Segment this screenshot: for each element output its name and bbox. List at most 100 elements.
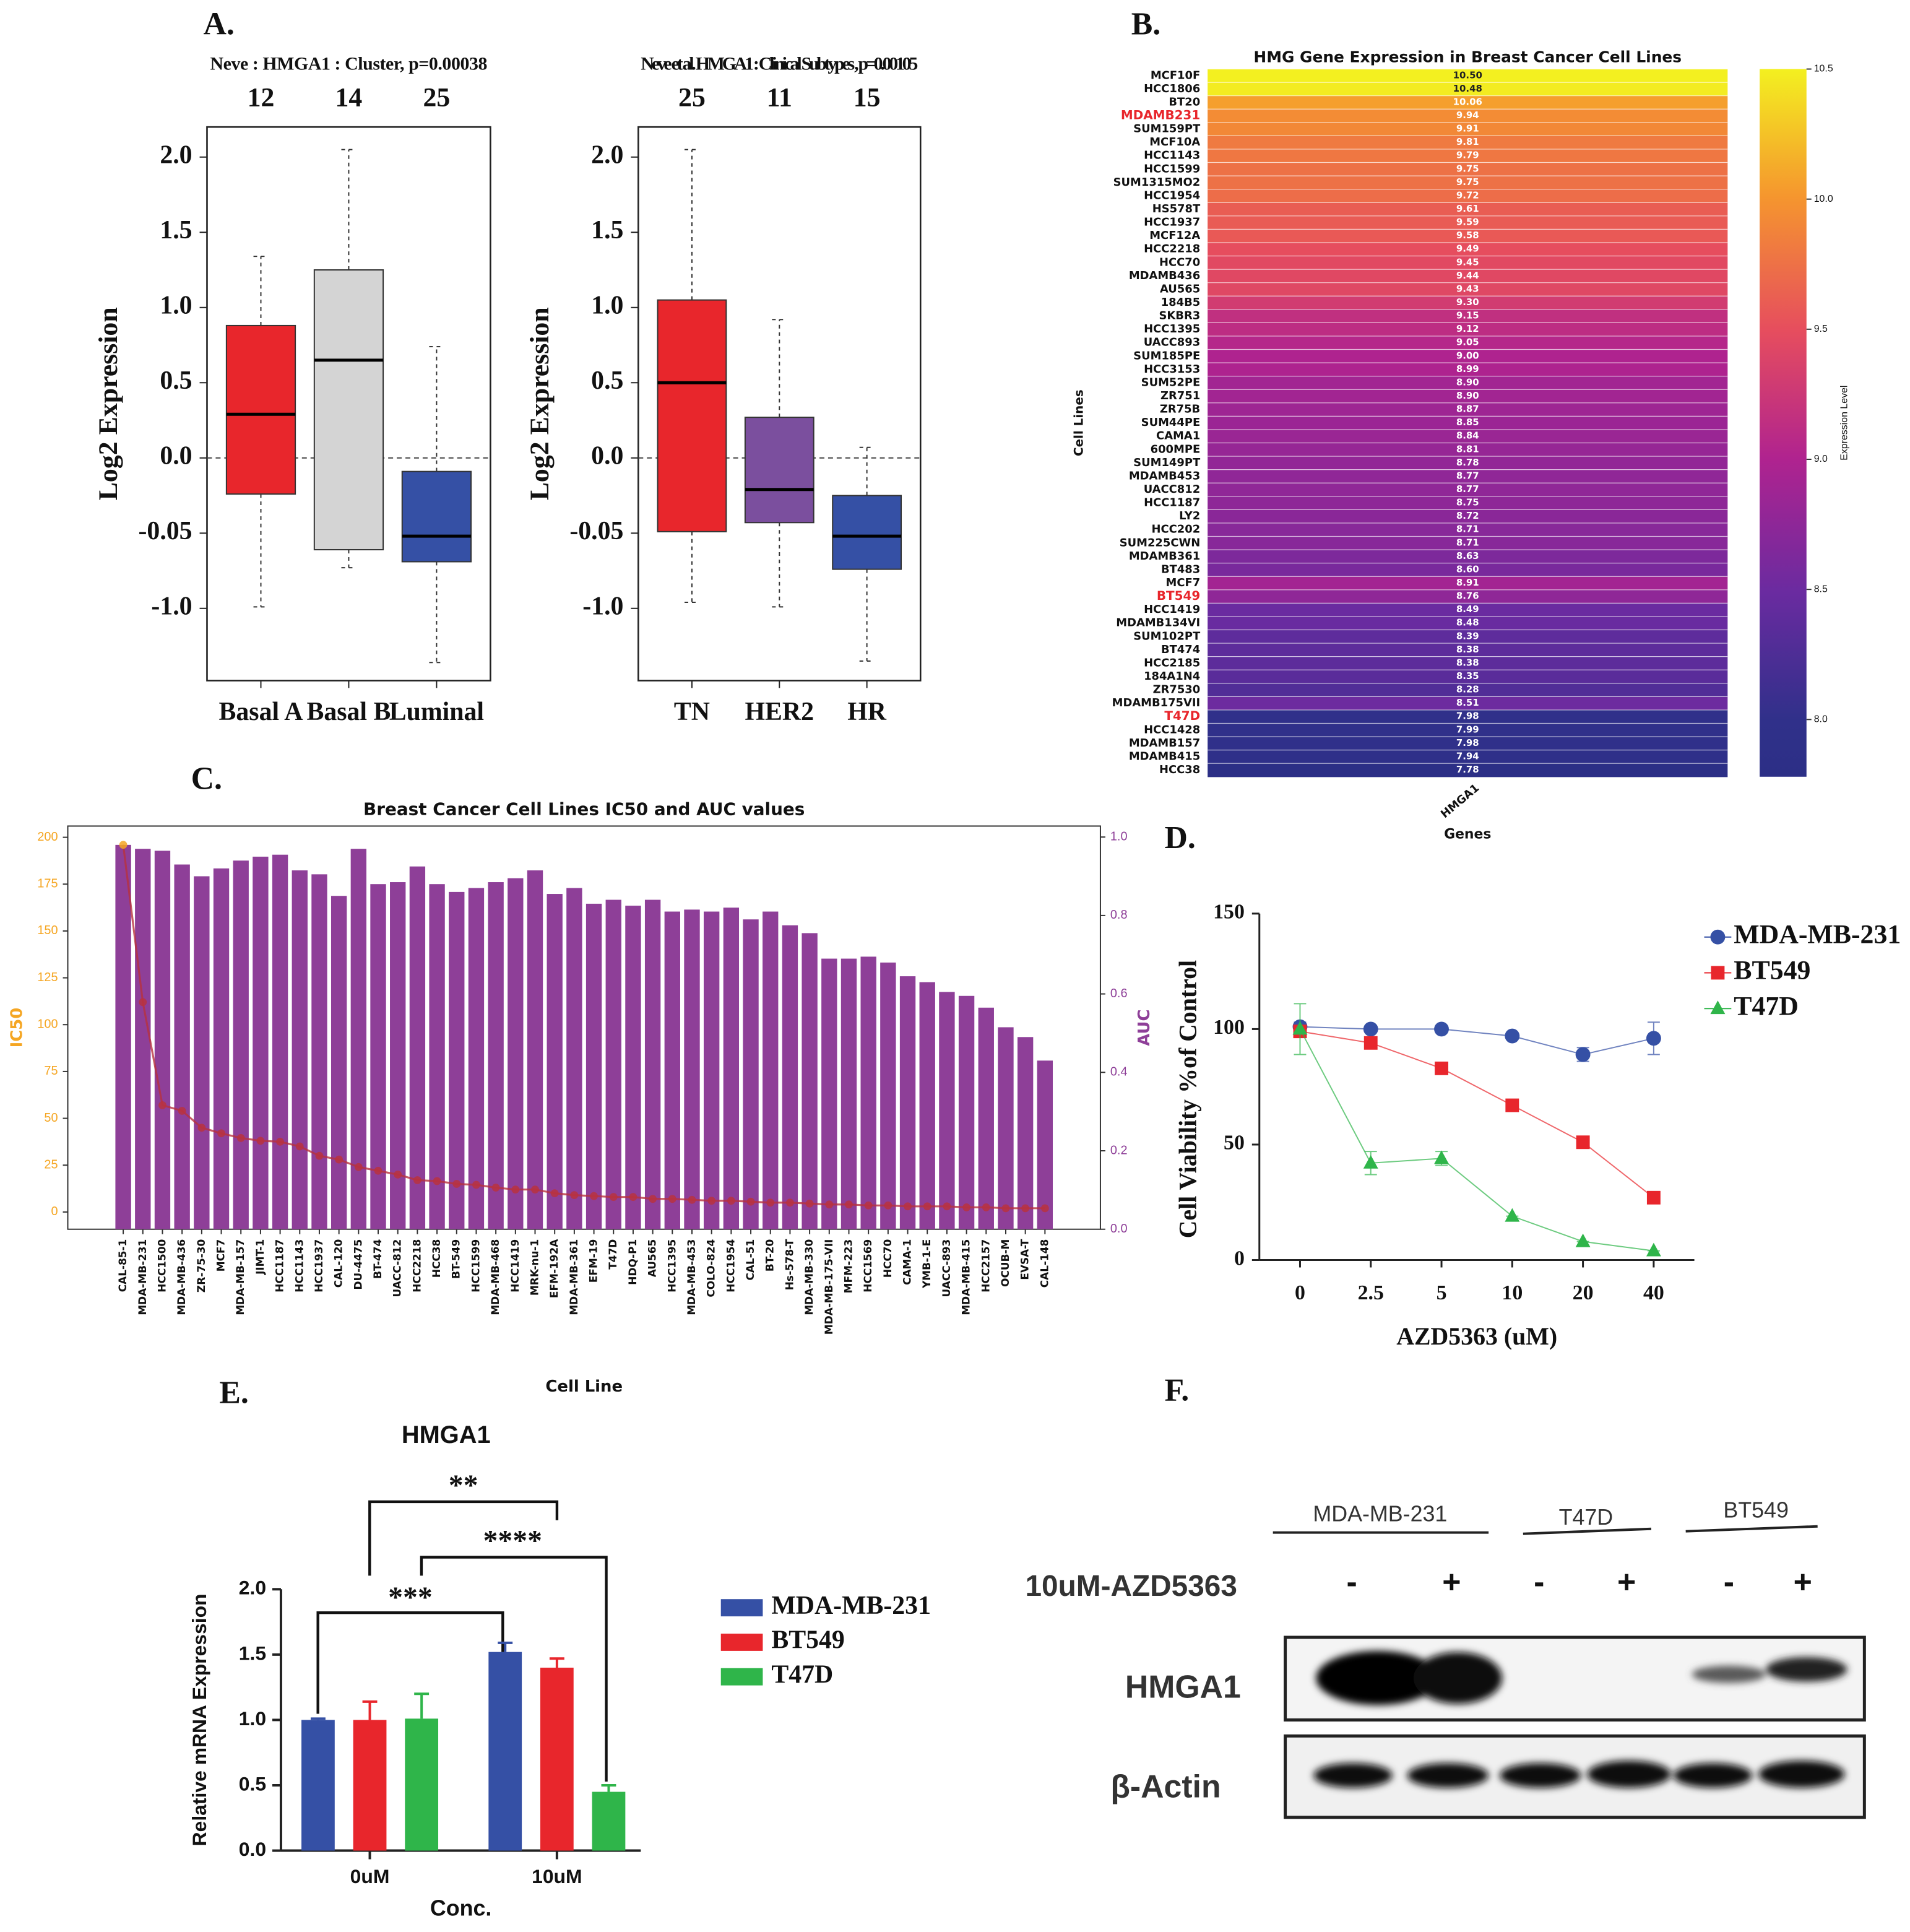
line-marker [433, 1177, 441, 1185]
cell-value: 9.15 [1456, 310, 1479, 321]
line-marker [1040, 1204, 1049, 1213]
line-marker [629, 1193, 637, 1202]
cell-value: 8.48 [1456, 617, 1479, 628]
box [225, 324, 296, 495]
cell-value: 9.91 [1456, 123, 1479, 134]
y-axis-label: Cell Lines [1072, 389, 1086, 456]
x-tick-label: CAMA-1 [901, 1239, 914, 1285]
lower-whisker [859, 569, 875, 662]
bar [919, 982, 935, 1229]
heatmap-cell [1208, 709, 1728, 724]
y-tick-label: 75 [44, 1064, 58, 1078]
y-tick-label: 0.5 [160, 366, 192, 395]
bar [664, 911, 680, 1229]
heatmap-cell [1208, 670, 1728, 684]
legend-label: T47D [1734, 991, 1799, 1021]
heatmap-cell [1208, 82, 1728, 97]
cell-value: 8.90 [1456, 390, 1479, 401]
cell-value: 9.05 [1456, 337, 1479, 348]
y-tick-label: 175 [37, 877, 58, 891]
heatmap-cell [1208, 389, 1728, 404]
bar [625, 906, 641, 1229]
row-label: HCC1395 [1144, 323, 1200, 336]
marker [1575, 1233, 1591, 1247]
count-label: 25 [423, 82, 451, 112]
row-label: HCC38 [1159, 763, 1200, 776]
y-tick-label: 200 [37, 830, 58, 844]
x-tick-label: BT-20 [764, 1239, 776, 1271]
x-tick-label: Hs-578-T [783, 1239, 795, 1290]
x-tick-label: EFM-19 [587, 1239, 600, 1283]
panel-label: F. [1164, 1372, 1189, 1408]
row-label: MDAMB361 [1129, 550, 1200, 563]
heatmap-cell [1208, 429, 1728, 444]
line-marker [452, 1180, 461, 1188]
cell-value: 9.30 [1456, 297, 1479, 308]
x-tick-label: HCC1599 [469, 1239, 482, 1293]
bar [998, 1027, 1014, 1229]
row-label: MDAMB231 [1121, 108, 1200, 123]
bar [1037, 1060, 1053, 1229]
band [1766, 1657, 1847, 1682]
line-marker [119, 841, 127, 849]
x-tick-label: MDA-MB-453 [685, 1239, 698, 1315]
row-label: HCC1954 [1144, 189, 1200, 202]
lane-label: - [1724, 1564, 1734, 1600]
y-tick-label: -0.05 [569, 517, 623, 545]
band [1316, 1650, 1440, 1705]
y-tick-label: 1.5 [239, 1642, 266, 1664]
legend-swatch [720, 1668, 763, 1686]
heatmap-cell [1208, 656, 1728, 670]
row-label: SUM185PE [1133, 349, 1200, 362]
bar [860, 956, 876, 1229]
line-marker [315, 1151, 324, 1160]
row-label: SUM159PT [1133, 123, 1201, 136]
line-marker [982, 1203, 990, 1211]
cell-value: 9.75 [1456, 163, 1479, 174]
row-label: BT483 [1161, 563, 1200, 576]
cell-value: 8.72 [1456, 510, 1479, 521]
x-tick-label: BT-474 [371, 1239, 384, 1279]
bar [605, 899, 621, 1229]
x-tick-label: MDA-MB-468 [489, 1239, 501, 1315]
x-tick-label: HCC2157 [979, 1239, 992, 1293]
row-label: MCF10F [1151, 69, 1200, 82]
heatmap-cell [1208, 69, 1728, 83]
row-label: MDAMB157 [1129, 737, 1200, 750]
error-bar [549, 1657, 564, 1668]
y2-tick-label: 0.0 [1110, 1222, 1128, 1236]
heatmap-cell [1208, 603, 1728, 617]
bar [821, 958, 837, 1229]
cell-value: 8.71 [1456, 524, 1479, 535]
lower-whisker [772, 522, 787, 608]
cell-value: 8.81 [1456, 443, 1479, 454]
marker [1646, 1031, 1661, 1046]
bar [723, 908, 740, 1229]
cell-value: 8.63 [1456, 550, 1479, 561]
marker [1363, 1154, 1378, 1169]
row-label: HCC2218 [1144, 243, 1200, 256]
x-tick-label: EFM-192A [548, 1239, 560, 1298]
line-marker [943, 1202, 951, 1211]
bar [1017, 1037, 1034, 1229]
line-marker [1021, 1204, 1030, 1213]
y-tick-label: 2.0 [160, 141, 192, 169]
x-axis-label: Cell Line [545, 1377, 623, 1396]
x-tick-label: MDA-MB-175-VII [823, 1239, 835, 1335]
heatmap-cell [1208, 683, 1728, 697]
heatmap-cell [1208, 109, 1728, 123]
row-label: HCC1428 [1144, 723, 1200, 736]
line-marker [197, 1124, 206, 1132]
row-label: ZR75B [1160, 403, 1200, 416]
line-marker [374, 1166, 382, 1175]
x-tick-label: T47D [607, 1239, 619, 1270]
row-label: SUM149PT [1133, 456, 1201, 469]
row-label: 184A1N4 [1144, 670, 1200, 683]
y2-tick-label: 0.4 [1110, 1065, 1128, 1079]
colorbar [1760, 69, 1807, 777]
row-label: HCC3153 [1144, 363, 1200, 376]
colorbar-tick-label: 9.0 [1814, 454, 1828, 464]
chart-title: HMGA1 [402, 1421, 491, 1449]
y-tick-label: 0 [1234, 1247, 1245, 1270]
heatmap-cell [1208, 269, 1728, 284]
